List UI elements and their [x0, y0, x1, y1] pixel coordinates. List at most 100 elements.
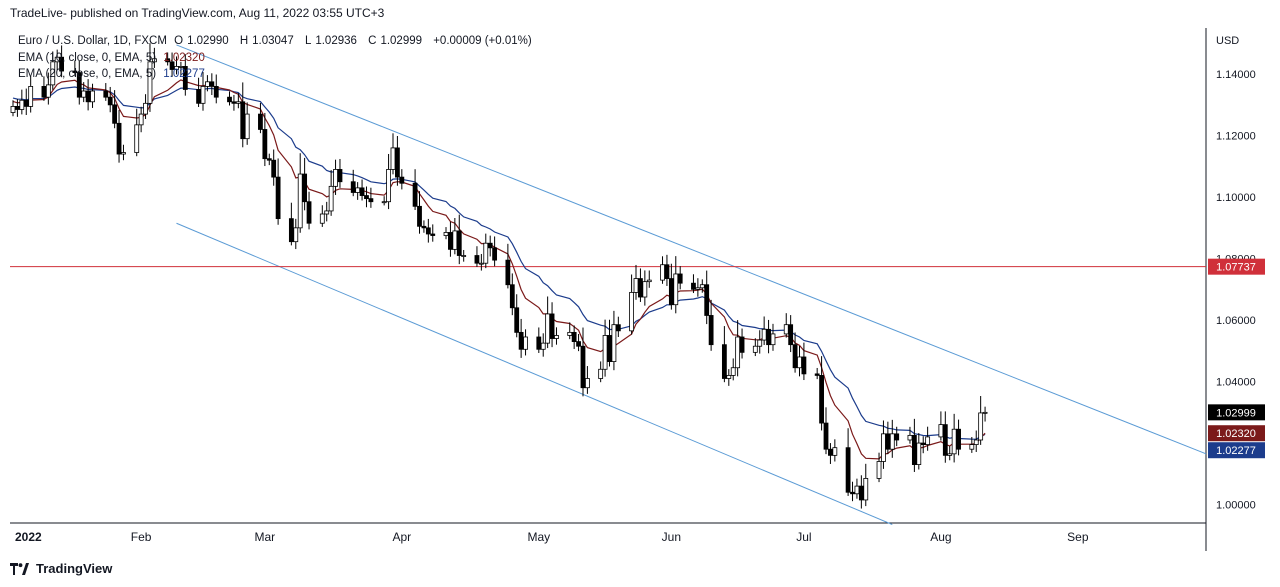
candle: [271, 149, 277, 186]
price-chart[interactable]: USD1.140001.120001.100001.080001.060001.…: [10, 28, 1270, 551]
candle-body: [235, 101, 241, 104]
legend-ema20-row[interactable]: EMA (20, close, 0, EMA, 5) 1.02277: [18, 68, 209, 80]
candle-body: [350, 181, 356, 193]
candle: [492, 236, 498, 267]
candle: [664, 254, 670, 286]
candle-body: [76, 72, 82, 98]
candle: [364, 186, 369, 208]
currency-label: USD: [1216, 35, 1239, 47]
candle: [673, 256, 679, 314]
candle: [76, 60, 82, 105]
candle: [116, 110, 122, 163]
candle: [196, 77, 201, 108]
candle: [169, 52, 175, 77]
candle-body: [845, 447, 851, 493]
candle: [333, 159, 338, 195]
candle-body: [819, 375, 824, 424]
legend-ema10-row[interactable]: EMA (10, close, 0, EMA, 5) 1.02320: [18, 52, 209, 64]
candle: [973, 430, 979, 452]
candle: [395, 135, 400, 186]
candle-body: [319, 213, 325, 224]
publish-note: TradeLive- published on TradingView.com,…: [10, 6, 385, 20]
x-tick-label: 2022: [15, 530, 42, 544]
candle: [85, 79, 91, 111]
candle-body: [231, 101, 237, 104]
candle: [602, 319, 608, 377]
candle: [951, 413, 957, 463]
candle-body: [704, 284, 710, 316]
candle-body: [169, 61, 175, 70]
candle-body: [536, 336, 542, 350]
candle-body: [271, 159, 277, 178]
candle: [399, 169, 405, 190]
candle-body: [951, 428, 957, 455]
candle: [567, 322, 573, 340]
candle: [660, 256, 665, 284]
candle-body: [359, 187, 365, 196]
candle: [766, 319, 771, 354]
candle-body: [72, 70, 78, 73]
candle: [947, 446, 953, 461]
candle-body: [761, 328, 767, 341]
candle: [585, 366, 590, 394]
candle: [368, 187, 374, 208]
open-value-group: O 1.02990: [174, 35, 233, 47]
candle: [607, 319, 612, 367]
candle: [112, 90, 118, 129]
candle-body: [885, 433, 891, 450]
candle-body: [646, 279, 652, 283]
candle-body: [978, 412, 984, 441]
candle: [178, 61, 184, 76]
candle-body: [973, 439, 979, 445]
open-value: 1.02990: [187, 35, 229, 47]
candle: [699, 279, 705, 293]
candle: [487, 235, 493, 257]
candle: [143, 94, 148, 120]
y-tick-label: 1.04000: [1216, 377, 1256, 389]
candle: [227, 91, 232, 106]
close-value: 1.02999: [380, 35, 423, 47]
candle: [72, 60, 78, 77]
candle: [390, 133, 396, 175]
candle-body: [182, 66, 188, 90]
candle-body: [947, 453, 953, 456]
trend-channel[interactable]: [176, 44, 1207, 525]
candle: [920, 436, 926, 454]
candle-body: [545, 313, 551, 344]
candle: [90, 83, 95, 108]
candle: [45, 72, 51, 105]
candle: [823, 407, 829, 455]
high-label: H: [239, 35, 249, 47]
candle-body: [638, 278, 643, 298]
candle: [889, 419, 895, 458]
candle-body: [116, 122, 122, 155]
candle-body: [832, 447, 838, 456]
candle-body: [10, 106, 16, 113]
channel-line-lower[interactable]: [176, 222, 893, 525]
x-tick-label: May: [527, 530, 550, 544]
candle-body: [642, 281, 648, 298]
candle: [266, 153, 272, 166]
candle-body: [456, 230, 462, 256]
candle: [430, 224, 436, 242]
candle: [509, 273, 515, 316]
candle: [916, 433, 922, 470]
candle: [514, 294, 520, 338]
candle-body: [598, 368, 604, 379]
candle: [103, 83, 109, 101]
candle-body: [576, 341, 581, 347]
candle: [151, 47, 157, 68]
candle: [324, 201, 330, 222]
candle-body: [112, 104, 118, 124]
candle-body: [854, 485, 860, 495]
chart-frame[interactable]: USD1.140001.120001.100001.080001.060001.…: [10, 28, 1270, 551]
candle: [850, 481, 855, 502]
channel-line-upper[interactable]: [176, 44, 1207, 455]
candle: [54, 49, 60, 71]
candle: [876, 452, 882, 483]
candle-body: [421, 225, 427, 229]
candle: [854, 478, 860, 499]
candle: [739, 328, 745, 359]
candle-body: [293, 227, 299, 243]
